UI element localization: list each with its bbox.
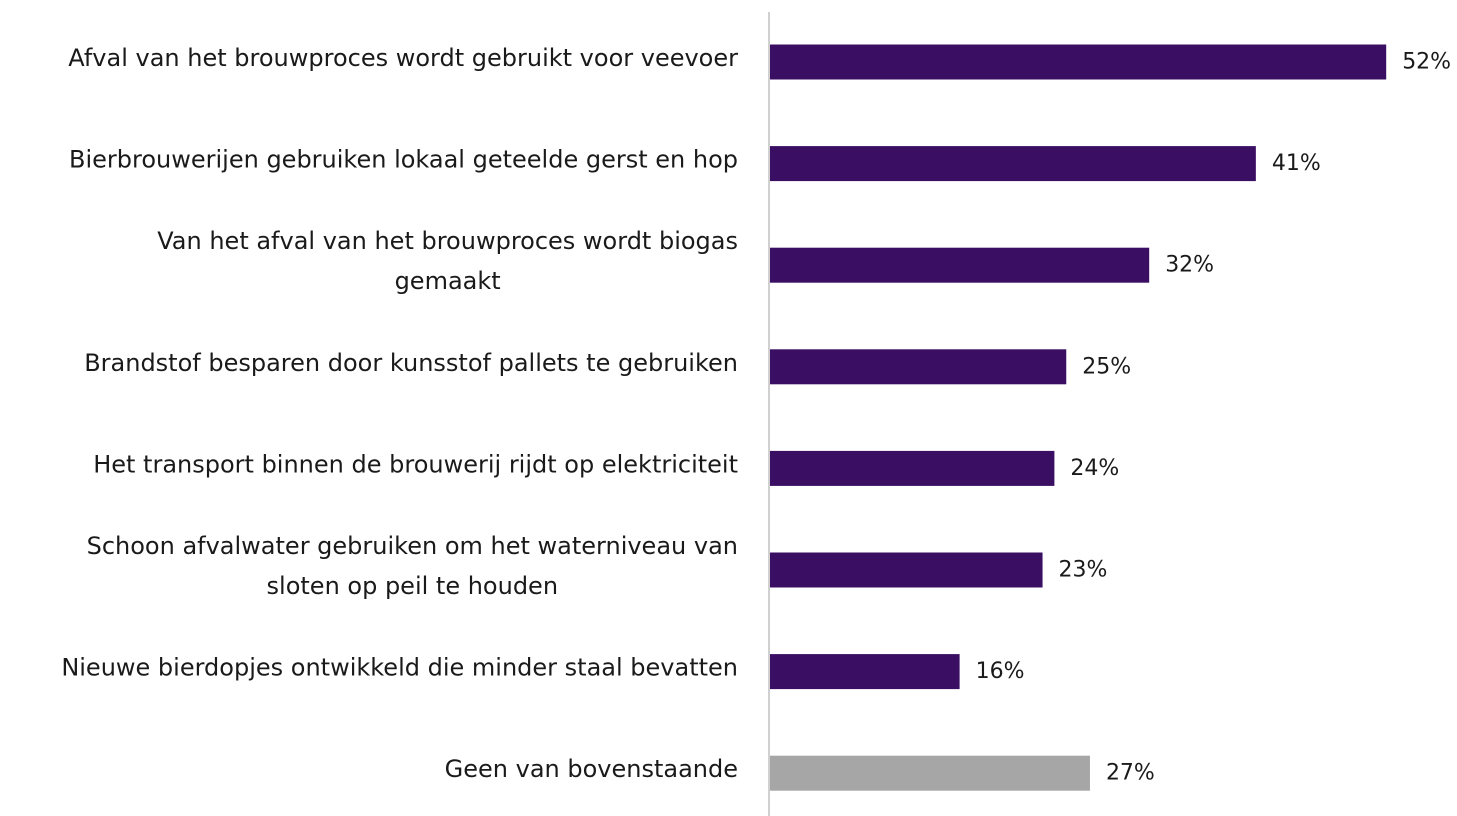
category-label-line: Schoon afvalwater gebruiken om het water… — [87, 532, 738, 560]
bar — [770, 654, 960, 690]
category-label-line: gemaakt — [395, 267, 501, 295]
bar-value-label: 24% — [1070, 456, 1119, 481]
bar — [770, 349, 1067, 385]
category-label-line: Bierbrouwerijen gebruiken lokaal geteeld… — [69, 146, 738, 174]
bar — [770, 450, 1055, 486]
category-label-line: sloten op peil te houden — [267, 572, 559, 600]
bar-value-label: 25% — [1082, 354, 1131, 379]
bar-value-label: 16% — [976, 659, 1025, 684]
bar — [770, 552, 1043, 588]
category-label-line: Het transport binnen de brouwerij rijdt … — [93, 450, 738, 478]
value-labels-group: 52% 41% 32% 25% 24% 23% 16% 27% — [976, 50, 1452, 786]
bars-group — [770, 44, 1387, 791]
bar-value-label: 23% — [1059, 558, 1108, 583]
bar — [770, 146, 1256, 182]
category-label: Brandstof besparen door kunsstof pallets… — [84, 349, 738, 377]
category-label-line: Brandstof besparen door kunsstof pallets… — [84, 349, 738, 377]
category-labels-group: Afval van het brouwproces wordt gebruikt… — [61, 44, 738, 783]
category-label-line: Geen van bovenstaande — [445, 755, 738, 783]
category-label-line: Afval van het brouwproces wordt gebruikt… — [68, 44, 738, 72]
bar — [770, 755, 1090, 791]
category-label-line: Nieuwe bierdopjes ontwikkeld die minder … — [61, 654, 738, 682]
category-label: Geen van bovenstaande — [445, 755, 738, 783]
category-label: Schoon afvalwater gebruiken om het water… — [87, 532, 738, 600]
bar-value-label: 32% — [1165, 253, 1214, 278]
bar — [770, 44, 1387, 80]
bar — [770, 247, 1150, 283]
bar-value-label: 41% — [1272, 151, 1321, 176]
bar-value-label: 52% — [1402, 50, 1451, 75]
category-label: Nieuwe bierdopjes ontwikkeld die minder … — [61, 654, 738, 682]
category-label-line: Van het afval van het brouwproces wordt … — [157, 227, 738, 255]
category-label: Bierbrouwerijen gebruiken lokaal geteeld… — [69, 146, 738, 174]
category-label: Afval van het brouwproces wordt gebruikt… — [68, 44, 738, 72]
category-label: Het transport binnen de brouwerij rijdt … — [93, 450, 738, 478]
category-label: Van het afval van het brouwproces wordt … — [157, 227, 738, 295]
bar-value-label: 27% — [1106, 761, 1155, 786]
